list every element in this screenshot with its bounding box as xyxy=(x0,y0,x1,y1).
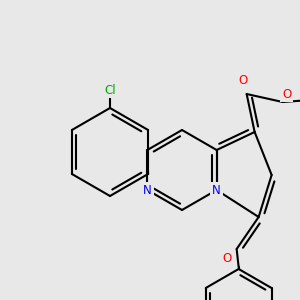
Text: Cl: Cl xyxy=(104,83,116,97)
Text: O: O xyxy=(222,253,231,266)
Text: N: N xyxy=(143,184,152,196)
Text: O: O xyxy=(282,88,291,100)
Text: O: O xyxy=(238,74,247,86)
Text: N: N xyxy=(212,184,221,196)
